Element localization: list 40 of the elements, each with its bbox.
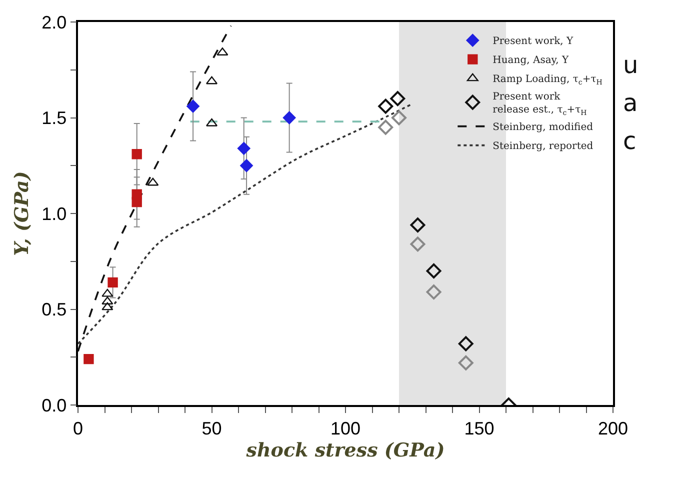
point xyxy=(240,159,253,172)
legend-label: Steinberg, reported xyxy=(492,141,594,152)
point xyxy=(147,178,159,186)
point xyxy=(186,100,200,113)
point xyxy=(84,354,94,364)
y-tick-label: 1.0 xyxy=(42,204,67,224)
text: a xyxy=(623,89,638,117)
legend-label: Ramp Loading, τ$_{c}$+τ$_{H}$ xyxy=(492,74,602,86)
point xyxy=(237,142,250,155)
legend-label: Steinberg, modified xyxy=(492,122,594,134)
y-tick-label: 0.5 xyxy=(42,300,67,320)
x-tick-label: 150 xyxy=(464,418,494,438)
x-axis-title: shock stress (GPa) xyxy=(245,440,445,462)
point xyxy=(102,296,114,304)
x-tick-label: 100 xyxy=(330,418,361,438)
y-tick-label: 0.0 xyxy=(42,395,67,416)
point xyxy=(108,277,118,288)
point xyxy=(132,196,142,208)
legend-label: Present work release est., τ$_{c}$+τ$_{H}$ xyxy=(492,92,587,117)
point xyxy=(378,120,394,135)
legend-label: Huang, Asay, Y xyxy=(492,55,569,66)
y-tick-label: 2.0 xyxy=(42,12,67,32)
y-axis-title: Y, (GPa) xyxy=(10,171,33,256)
point xyxy=(392,110,406,126)
line-series xyxy=(78,24,232,352)
x-tick-label: 50 xyxy=(202,418,222,438)
legend-label: Present work, Y xyxy=(492,36,574,48)
y-tick-label: 1.5 xyxy=(42,108,67,128)
point xyxy=(458,355,474,370)
x-tick-label: 0 xyxy=(72,418,84,438)
line-series xyxy=(78,103,412,345)
point xyxy=(132,149,142,160)
point xyxy=(102,288,114,297)
point xyxy=(282,111,296,124)
text: u xyxy=(623,51,638,79)
point xyxy=(410,236,426,252)
text: c xyxy=(623,127,636,155)
x-tick-label: 200 xyxy=(598,418,628,438)
point xyxy=(426,284,442,300)
point xyxy=(102,302,114,310)
